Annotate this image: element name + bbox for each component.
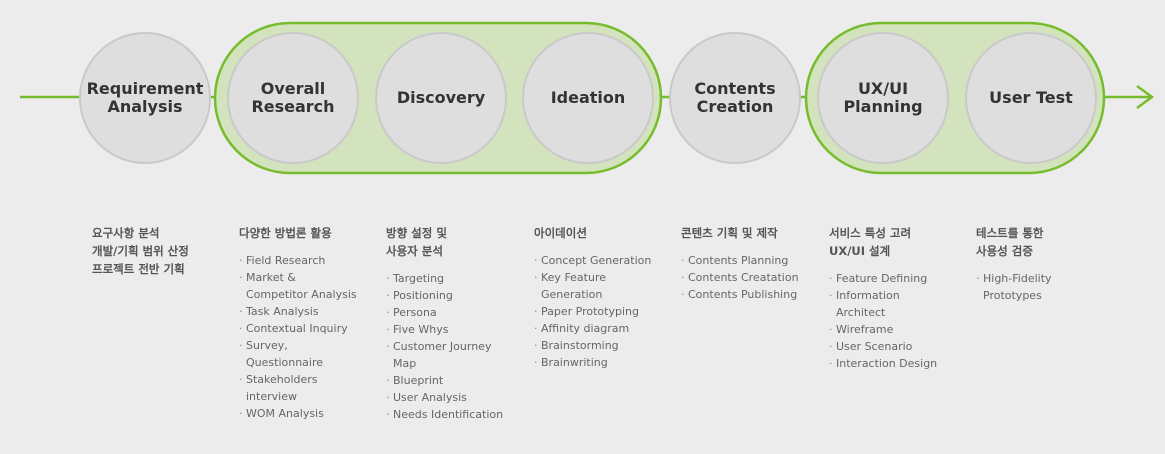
method-item: Contents Creatation	[681, 269, 821, 286]
method-item: Contents Publishing	[681, 286, 821, 303]
stage-circle-requirement	[79, 32, 211, 164]
method-item: Customer Journey Map	[386, 338, 526, 372]
column-title: 방향 설정 및 사용자 분석	[386, 226, 447, 258]
stage-label-ideation: Ideation	[550, 88, 626, 107]
stage-label-research: Overall Research	[251, 79, 335, 116]
column-title: 서비스 특성 고려 UX/UI 설계	[829, 226, 912, 258]
stage-circle-usertest	[965, 32, 1097, 164]
method-list: Feature Defining Information Architect W…	[829, 270, 969, 372]
stage-label-discovery: Discovery	[396, 88, 486, 107]
method-list: Targeting Positioning Persona Five Whys …	[386, 270, 526, 423]
method-item: Feature Defining	[829, 270, 969, 287]
method-item: Field Research	[239, 252, 379, 269]
method-item: Contents Planning	[681, 252, 821, 269]
column-requirement: 요구사항 분석 개발/기획 범위 산정 프로젝트 전반 기획	[92, 224, 232, 278]
flow-arrow-head	[1136, 84, 1155, 110]
stage-circle-ideation	[522, 32, 654, 164]
method-item: Information Architect	[829, 287, 969, 321]
method-item: Paper Prototyping	[534, 303, 674, 320]
method-list: Concept Generation Key Feature Generatio…	[534, 252, 674, 371]
method-item: Affinity diagram	[534, 320, 674, 337]
column-ideation: 아이데이션 Concept Generation Key Feature Gen…	[534, 224, 674, 371]
column-contents: 콘텐츠 기획 및 제작 Contents Planning Contents C…	[681, 224, 821, 303]
method-list: Contents Planning Contents Creatation Co…	[681, 252, 821, 303]
method-item: Needs Identification	[386, 406, 526, 423]
method-item: User Analysis	[386, 389, 526, 406]
column-discovery: 방향 설정 및 사용자 분석 Targeting Positioning Per…	[386, 224, 526, 423]
method-item: Brainstorming	[534, 337, 674, 354]
column-title: 요구사항 분석 개발/기획 범위 산정 프로젝트 전반 기획	[92, 226, 189, 276]
stage-circle-contents	[669, 32, 801, 164]
method-item: Blueprint	[386, 372, 526, 389]
method-item: Persona	[386, 304, 526, 321]
column-research: 다양한 방법론 활용 Field Research Market & Compe…	[239, 224, 379, 422]
column-title: 테스트를 통한 사용성 검증	[976, 226, 1044, 258]
method-list: Field Research Market & Competitor Analy…	[239, 252, 379, 422]
stage-label-usertest: User Test	[989, 88, 1073, 107]
method-item: Stakeholders interview	[239, 371, 379, 405]
method-item: Survey, Questionnaire	[239, 337, 379, 371]
method-item: Market & Competitor Analysis	[239, 269, 379, 303]
method-item: Key Feature Generation	[534, 269, 674, 303]
method-item: Brainwriting	[534, 354, 674, 371]
stage-circle-discovery	[375, 32, 507, 164]
column-title: 콘텐츠 기획 및 제작	[681, 226, 778, 240]
method-item: Contextual Inquiry	[239, 320, 379, 337]
stage-label-planning: UX/UI Planning	[843, 79, 923, 116]
method-item: Five Whys	[386, 321, 526, 338]
method-item: Interaction Design	[829, 355, 969, 372]
method-item: Wireframe	[829, 321, 969, 338]
stage-circle-research	[227, 32, 359, 164]
method-list: High-Fidelity Prototypes	[976, 270, 1116, 304]
stage-label-contents: Contents Creation	[694, 79, 776, 116]
column-usertest: 테스트를 통한 사용성 검증 High-Fidelity Prototypes	[976, 224, 1116, 304]
column-title: 아이데이션	[534, 226, 587, 240]
column-title: 다양한 방법론 활용	[239, 226, 332, 240]
method-item: Positioning	[386, 287, 526, 304]
method-item: WOM Analysis	[239, 405, 379, 422]
stage-label-requirement: Requirement Analysis	[86, 79, 204, 116]
method-item: User Scenario	[829, 338, 969, 355]
method-item: Concept Generation	[534, 252, 674, 269]
column-planning: 서비스 특성 고려 UX/UI 설계 Feature Defining Info…	[829, 224, 969, 372]
method-item: High-Fidelity Prototypes	[976, 270, 1116, 304]
method-item: Targeting	[386, 270, 526, 287]
stage-circle-planning	[817, 32, 949, 164]
method-item: Task Analysis	[239, 303, 379, 320]
